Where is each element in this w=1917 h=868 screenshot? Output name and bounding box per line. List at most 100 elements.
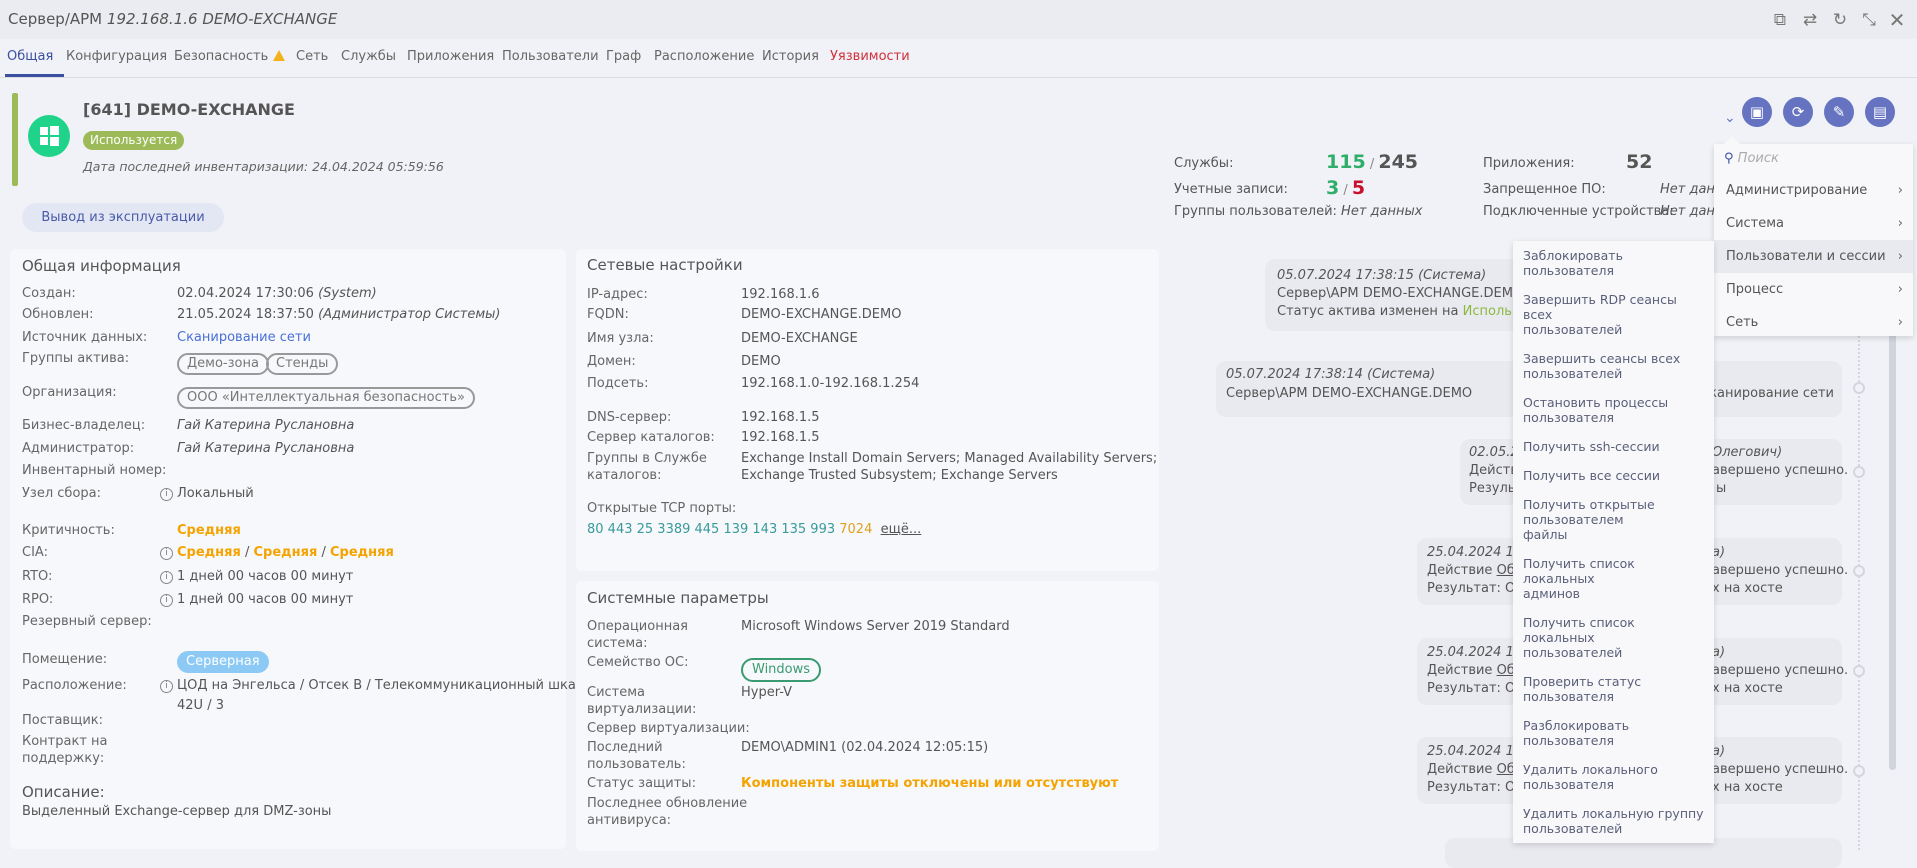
submenu-item[interactable]: Разблокировать пользователя: [1523, 718, 1630, 748]
antivirus-update-label: Последнее обновление: [587, 796, 748, 811]
remote-desktop-icon[interactable]: ▣: [1742, 97, 1772, 127]
submenu-item[interactable]: Заблокировать пользователя: [1523, 248, 1623, 278]
submenu-item[interactable]: Получить список локальных админов: [1523, 556, 1635, 601]
menu-item-users-sessions[interactable]: Пользователи и сессии ›: [1714, 240, 1913, 273]
apps-count[interactable]: 52: [1626, 151, 1653, 173]
room-chip[interactable]: Серверная: [177, 651, 269, 673]
window-titlebar: Сервер/АРМ 192.168.1.6 DEMO-EXCHANGE ⧉ ⇄…: [0, 0, 1917, 39]
services-count[interactable]: 115 / 245: [1326, 151, 1419, 173]
timeline-line: [1858, 240, 1860, 850]
created-label: Создан:: [22, 286, 76, 301]
search-icon: ⚲: [1724, 151, 1734, 166]
general-info-panel: Общая информация Создан: 02.04.2024 17:3…: [10, 249, 587, 849]
info-icon[interactable]: i: [160, 594, 173, 607]
status-stripe: [12, 93, 18, 186]
tab-network[interactable]: Сеть: [296, 49, 329, 64]
submenu-item[interactable]: Удалить локальную группу пользователей: [1523, 806, 1704, 836]
os-label-2: система:: [587, 636, 648, 651]
menu-item-administration[interactable]: Администрирование ›: [1714, 174, 1913, 207]
directory-groups-value-2: Exchange Trusted Subsystem; Exchange Ser…: [741, 468, 1058, 483]
node-label: Узел сбора:: [22, 486, 101, 501]
domain-label: Домен:: [587, 354, 636, 369]
submenu-item[interactable]: Получить список локальных пользователей: [1523, 615, 1635, 660]
menu-item-process[interactable]: Процесс ›: [1714, 273, 1913, 306]
document-icon[interactable]: ▤: [1865, 97, 1895, 127]
warning-icon: [273, 50, 286, 61]
menu-search-input[interactable]: ⚲ Поиск: [1724, 151, 1779, 166]
scrollbar[interactable]: [1889, 300, 1896, 770]
tab-general[interactable]: Общая: [7, 49, 54, 64]
swap-icon[interactable]: ⇄: [1802, 10, 1818, 30]
submenu-item[interactable]: Завершить RDP сеансы всех пользователей: [1523, 292, 1677, 337]
info-icon[interactable]: i: [160, 547, 173, 560]
inventory-number-label: Инвентарный номер:: [22, 463, 167, 478]
windows-icon: [28, 115, 70, 157]
panel-title: Сетевые настройки: [587, 256, 743, 274]
protection-status-label: Статус защиты:: [587, 776, 696, 791]
source-link[interactable]: Сканирование сети: [1700, 386, 1834, 401]
virtualization-value: Hyper-V: [741, 685, 793, 700]
backup-server-label: Резервный сервер:: [22, 614, 152, 629]
rpo-label: RPO:: [22, 592, 54, 607]
ip-label: IP-адрес:: [587, 287, 648, 302]
submenu-item[interactable]: Удалить локального пользователя: [1523, 762, 1658, 792]
submenu-item[interactable]: Проверить статус пользователя: [1523, 674, 1642, 704]
os-family-chip[interactable]: Windows: [741, 658, 822, 682]
edit-icon[interactable]: ✎: [1824, 97, 1854, 127]
tab-applications[interactable]: Приложения: [407, 49, 495, 64]
dns-value: 192.168.1.5: [741, 410, 820, 425]
timeline-dot: [1853, 466, 1865, 478]
info-icon[interactable]: i: [160, 571, 173, 584]
submenu-item[interactable]: Получить все сессии: [1523, 468, 1661, 483]
source-link[interactable]: Сканирование сети: [177, 330, 311, 345]
tab-security[interactable]: Безопасность: [174, 49, 286, 64]
tab-history[interactable]: История: [762, 49, 819, 64]
owner-label: Бизнес-владелец:: [22, 418, 146, 433]
tab-location[interactable]: Расположение: [654, 49, 755, 64]
submenu-item[interactable]: Остановить процессы пользователя: [1523, 395, 1669, 425]
refresh-icon[interactable]: ↻: [1832, 10, 1848, 30]
panel-title: Системные параметры: [587, 589, 769, 607]
menu-item-system[interactable]: Система ›: [1714, 207, 1913, 240]
last-user-label-2: пользователь:: [587, 757, 686, 772]
owner-value: Гай Катерина Руслановна: [177, 418, 355, 433]
directory-groups-label: Группы в Службе: [587, 451, 707, 466]
status-badge: Используется: [83, 131, 185, 150]
sync-icon[interactable]: ⟳: [1783, 97, 1813, 127]
submenu-item[interactable]: Получить открытые пользователем файлы: [1523, 497, 1655, 542]
menu-caret: [1724, 136, 1740, 144]
tab-vulnerabilities[interactable]: Уязвимости: [830, 49, 910, 64]
info-icon[interactable]: i: [160, 680, 173, 693]
system-panel: Системные параметры Операционная система…: [576, 581, 1159, 851]
asset-title: [641] DEMO-EXCHANGE: [83, 100, 295, 119]
last-user-label: Последний: [587, 740, 663, 755]
panel-title: Общая информация: [22, 257, 181, 275]
more-ports-link[interactable]: ещё...: [880, 522, 922, 537]
tab-services[interactable]: Службы: [341, 49, 397, 64]
window-title: Сервер/АРМ 192.168.1.6 DEMO-EXCHANGE: [8, 10, 338, 28]
forbidden-label: Запрещенное ПО:: [1483, 182, 1606, 197]
submenu-item[interactable]: Завершить сеансы всех пользователей: [1523, 351, 1681, 381]
services-label: Службы:: [1174, 156, 1234, 171]
location-value: ЦОД на Энгельса / Отсек В / Телекоммуник…: [177, 678, 587, 693]
close-icon[interactable]: ✕: [1888, 8, 1906, 32]
copy-icon[interactable]: ⧉: [1773, 10, 1787, 30]
criticality-value: Средняя: [177, 523, 241, 538]
org-chip[interactable]: ООО «Интеллектуальная безопасность»: [177, 387, 475, 409]
decommission-button[interactable]: Вывод из эксплуатации: [22, 203, 224, 232]
group-chip[interactable]: Демо-зона: [177, 353, 269, 375]
info-icon[interactable]: i: [160, 488, 173, 501]
submenu-item[interactable]: Получить ssh-сессии: [1523, 439, 1660, 454]
tab-users[interactable]: Пользователи: [502, 49, 599, 64]
tab-configuration[interactable]: Конфигурация: [66, 49, 168, 64]
virtualization-label: Система: [587, 685, 646, 700]
minimize-icon[interactable]: ⤡: [1862, 10, 1876, 30]
tab-graph[interactable]: Граф: [606, 49, 642, 64]
port-highlight[interactable]: 7024: [839, 522, 873, 537]
group-chip[interactable]: Стенды: [266, 353, 339, 375]
menu-item-network[interactable]: Сеть ›: [1714, 306, 1913, 339]
chevron-down-icon[interactable]: ⌄: [1724, 110, 1736, 126]
ports-value[interactable]: 80 443 25 3389 445 139 143 135 993: [587, 522, 836, 537]
virtualization-label-2: виртуализации:: [587, 702, 697, 717]
accounts-count[interactable]: 3 / 5: [1326, 177, 1366, 199]
